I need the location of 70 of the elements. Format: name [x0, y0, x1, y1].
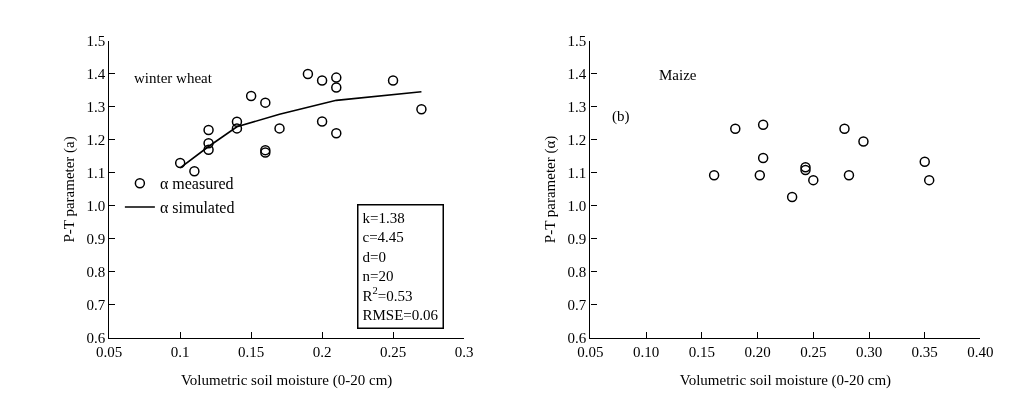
- y-tick-label: 1.4: [567, 66, 587, 83]
- legend-label: α measured: [159, 175, 234, 193]
- x-tick-label: 0.1: [170, 343, 190, 360]
- point: [923, 174, 935, 186]
- y-tick-label: 1.2: [567, 132, 587, 149]
- y-tick-label: 1.1: [567, 165, 587, 182]
- y-tick-label: 1.0: [567, 198, 587, 215]
- x-tick-label: 0.30: [855, 343, 883, 360]
- y-tick-label: 1.4: [86, 66, 106, 83]
- point: [786, 191, 798, 203]
- x-tick-label: 0.20: [744, 343, 771, 360]
- point: [245, 90, 257, 102]
- x-tick-label: 0.15: [238, 343, 265, 360]
- point: [708, 169, 720, 181]
- point: [919, 156, 930, 167]
- point: [316, 116, 328, 127]
- point: [203, 124, 214, 136]
- point: [757, 152, 769, 164]
- point: [858, 136, 869, 147]
- point: [189, 166, 200, 177]
- point: [730, 123, 741, 134]
- point: [331, 82, 342, 93]
- point: [416, 104, 427, 115]
- x-tick-label: 0.3: [454, 343, 474, 360]
- y-tick-label: 1.2: [86, 132, 106, 149]
- point: [174, 157, 186, 169]
- point: [231, 116, 243, 128]
- y-axis-title: P-T parameter (a): [60, 136, 78, 243]
- x-axis-title: Volumetric soil moisture (0-20 cm): [180, 371, 393, 389]
- x-tick-label: 0.25: [379, 343, 407, 360]
- point: [316, 75, 328, 86]
- point: [203, 144, 214, 156]
- y-tick-label: 1.5: [86, 33, 106, 50]
- point: [843, 169, 855, 181]
- annotation: Maize: [659, 67, 697, 83]
- x-tick-label: 0.2: [312, 343, 332, 360]
- legend-label: α simulated: [159, 199, 235, 217]
- y-tick-label: 0.8: [567, 264, 587, 281]
- y-tick-label: 0.7: [86, 297, 106, 314]
- point: [757, 119, 769, 130]
- point: [387, 75, 399, 86]
- point: [839, 123, 850, 134]
- x-axis-title: Volumetric soil moisture (0-20 cm): [679, 371, 892, 389]
- point: [331, 72, 342, 83]
- annotation: winter wheat: [134, 70, 213, 86]
- point: [754, 169, 766, 181]
- point: [808, 174, 819, 186]
- point: [274, 123, 285, 134]
- x-tick-label: 0.25: [800, 343, 827, 360]
- y-tick-label: 1.3: [86, 99, 106, 116]
- y-tick-label: 0.8: [86, 264, 106, 281]
- x-tick-label: 0.35: [911, 343, 938, 360]
- x-tick-label: 0.10: [633, 343, 660, 360]
- x-tick-label: 0.40: [967, 343, 994, 360]
- y-tick-label: 1.0: [86, 198, 106, 215]
- y-tick-label: 0.9: [86, 231, 106, 248]
- point: [203, 137, 214, 149]
- y-tick-label: 0.9: [567, 231, 587, 248]
- x-tick-label: 0.15: [688, 343, 715, 360]
- y-tick-label: 1.1: [86, 165, 106, 182]
- y-tick-label: 1.5: [567, 33, 587, 50]
- annotation: k=1.38 c=4.45 d=0 n=20 R$^{2}$=0.53 RMSE=0.06: [362, 209, 439, 323]
- y-tick-label: 1.3: [567, 99, 587, 116]
- point: [231, 123, 243, 134]
- point: [331, 128, 342, 139]
- point: [302, 68, 314, 80]
- y-tick-label: 0.7: [567, 297, 587, 314]
- point: [260, 97, 271, 108]
- annotation: (b): [612, 108, 630, 125]
- y-axis-title: P-T parameter (α): [541, 135, 559, 244]
